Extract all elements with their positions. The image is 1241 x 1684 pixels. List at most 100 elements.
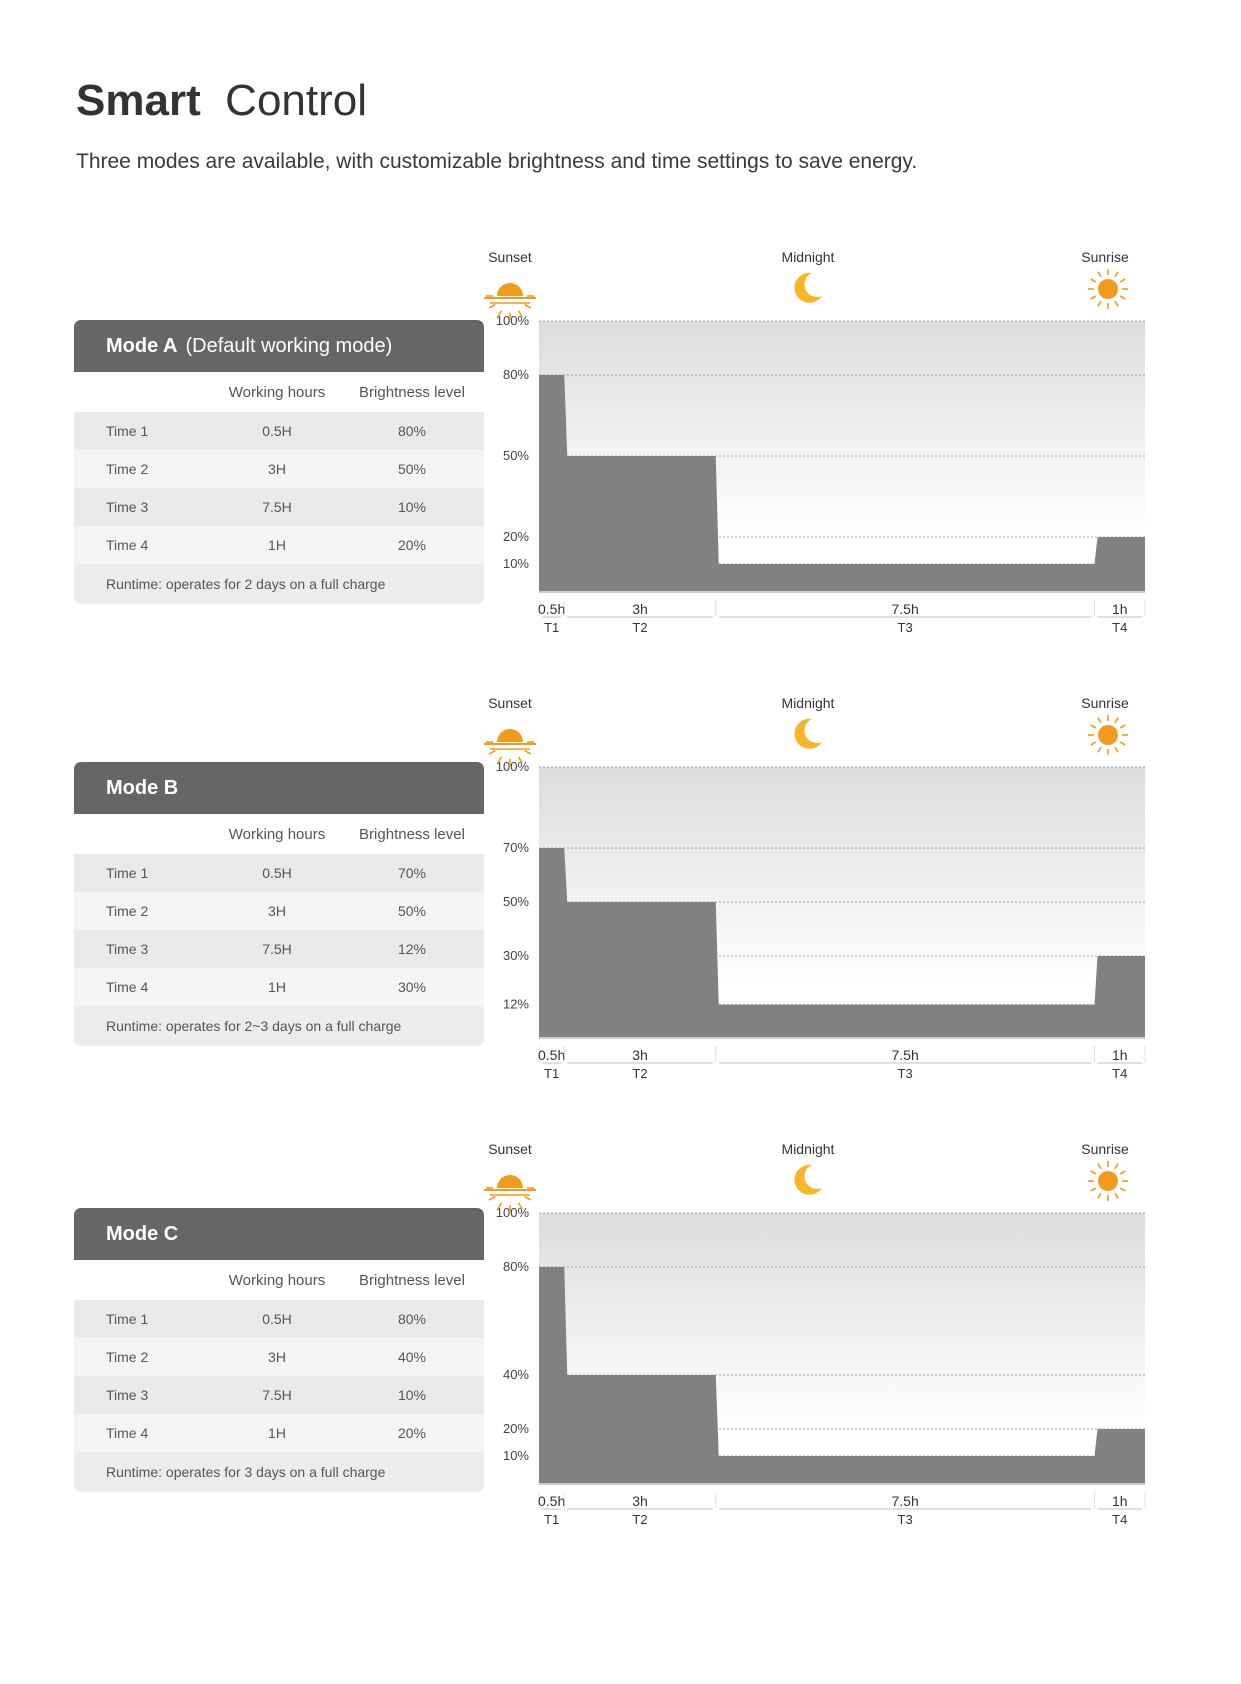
segment-name-label: T3 [898,1066,913,1081]
table-row: Time 4 1H 20% [74,1414,484,1452]
y-tick-label: 30% [503,948,529,963]
moon-icon [794,718,822,749]
time-cell: Time 1 [106,1311,149,1327]
y-tick-label: 40% [503,1367,529,1382]
mode-a-header: Mode A (Default working mode) [74,320,484,372]
duration-label: 7.5h [892,601,919,617]
top-label-midnight: Midnight [782,695,835,711]
title-rest: Control [225,76,368,125]
sunset-icon [484,283,536,320]
column-header-brightness: Brightness level [359,825,465,843]
segment-name-label: T2 [632,1512,647,1527]
mode-name: Mode A [106,334,178,357]
mode-b-table: Mode B Working hours Brightness level Ti… [74,762,484,1046]
duration-label: 3h [632,1493,648,1509]
segment-t3 [716,1005,1095,1037]
hours-cell: 1H [268,979,286,995]
mode-b-chart: 100% 70% 50% 30% 12% 0.5h T1 3h T2 7.5h T3 1h T4 Suns… [484,695,1146,1081]
sunset-icon [484,1175,536,1212]
table-row: Time 3 7.5H 10% [74,1376,484,1414]
duration-label: 7.5h [892,1493,919,1509]
y-tick-label: 100% [496,313,530,328]
duration-label: 1h [1112,1047,1128,1063]
duration-label: 3h [632,1047,648,1063]
top-label-sunrise: Sunrise [1081,249,1129,265]
top-label-sunset: Sunset [488,695,532,711]
top-label-sunrise: Sunrise [1081,1141,1129,1157]
sun-icon [1088,269,1128,309]
brightness-cell: 50% [397,903,427,919]
segment-name-label: T3 [898,620,913,635]
segment-t2 [564,902,716,1037]
brightness-cell: 10% [397,499,427,515]
mode-name: Mode C [106,1222,179,1245]
sunset-icon [484,729,536,766]
brightness-cell: 70% [397,865,427,881]
hours-cell: 3H [268,1349,286,1365]
top-label-midnight: Midnight [782,1141,835,1157]
hours-cell: 3H [268,461,286,477]
table-row: Time 2 3H 50% [74,892,484,930]
time-cell: Time 2 [106,1349,149,1365]
segment-t4 [1095,537,1146,591]
duration-label: 1h [1112,601,1128,617]
y-tick-label: 10% [503,1448,529,1463]
hours-cell: 7.5H [262,941,292,957]
y-tick-label: 50% [503,894,529,909]
duration-label: 3h [632,601,648,617]
time-cell: Time 1 [106,865,149,881]
segment-name-label: T2 [632,620,647,635]
mode-name: Mode B [106,776,179,799]
time-cell: Time 1 [106,423,149,439]
duration-label: 0.5h [538,601,565,617]
column-header-working-hours: Working hours [228,825,326,843]
runtime-note: Runtime: operates for 2~3 days on a full… [74,1006,484,1046]
time-cell: Time 4 [106,979,149,995]
top-label-sunset: Sunset [488,249,532,265]
segment-name-label: T3 [898,1512,913,1527]
mode-a-chart: 100% 80% 50% 20% 10% 0.5h T1 3h T2 7.5h T3 1h T4 Suns… [484,249,1146,635]
segment-t4 [1095,956,1146,1037]
segment-t1 [539,375,564,591]
hours-cell: 7.5H [262,1387,292,1403]
brightness-cell: 12% [397,941,427,957]
y-tick-label: 80% [503,367,529,382]
table-header-row: Working hours Brightness level [74,814,484,854]
hours-cell: 3H [268,903,286,919]
top-label-sunrise: Sunrise [1081,695,1129,711]
hours-cell: 0.5H [262,1311,292,1327]
column-header-working-hours: Working hours [228,1271,326,1289]
moon-icon [794,272,822,303]
duration-label: 0.5h [538,1047,565,1063]
y-tick-label: 20% [503,1421,529,1436]
y-tick-label: 50% [503,448,529,463]
page-subtitle: Three modes are available, with customiz… [76,150,918,173]
hours-cell: 0.5H [262,423,292,439]
brightness-area [539,848,1145,1037]
mode-c-table: Mode C Working hours Brightness level Ti… [74,1208,484,1492]
hours-cell: 1H [268,1425,286,1441]
runtime-note: Runtime: operates for 3 days on a full c… [74,1452,484,1492]
time-cell: Time 4 [106,1425,149,1441]
y-tick-label: 10% [503,556,529,571]
table-header-row: Working hours Brightness level [74,372,484,412]
mode-c-chart: 100% 80% 40% 20% 10% 0.5h T1 3h T2 7.5h T3 1h T4 Suns… [484,1141,1146,1527]
mode-c-header: Mode C [74,1208,484,1260]
segment-name-label: T4 [1112,1512,1127,1527]
column-header-brightness: Brightness level [359,1271,465,1289]
duration-label: 0.5h [538,1493,565,1509]
y-tick-label: 100% [496,1205,530,1220]
sun-icon [1088,715,1128,755]
sun-icon [1088,1161,1128,1201]
y-tick-label: 12% [503,997,529,1012]
time-cell: Time 2 [106,903,149,919]
time-cell: Time 2 [106,461,149,477]
y-tick-label: 20% [503,529,529,544]
runtime-note: Runtime: operates for 2 days on a full c… [74,564,484,604]
hours-cell: 1H [268,537,286,553]
table-row: Time 1 0.5H 80% [74,412,484,450]
table-row: Time 1 0.5H 80% [74,1300,484,1338]
segment-t2 [564,456,716,591]
table-row: Time 4 1H 30% [74,968,484,1006]
segment-name-label: T4 [1112,620,1127,635]
